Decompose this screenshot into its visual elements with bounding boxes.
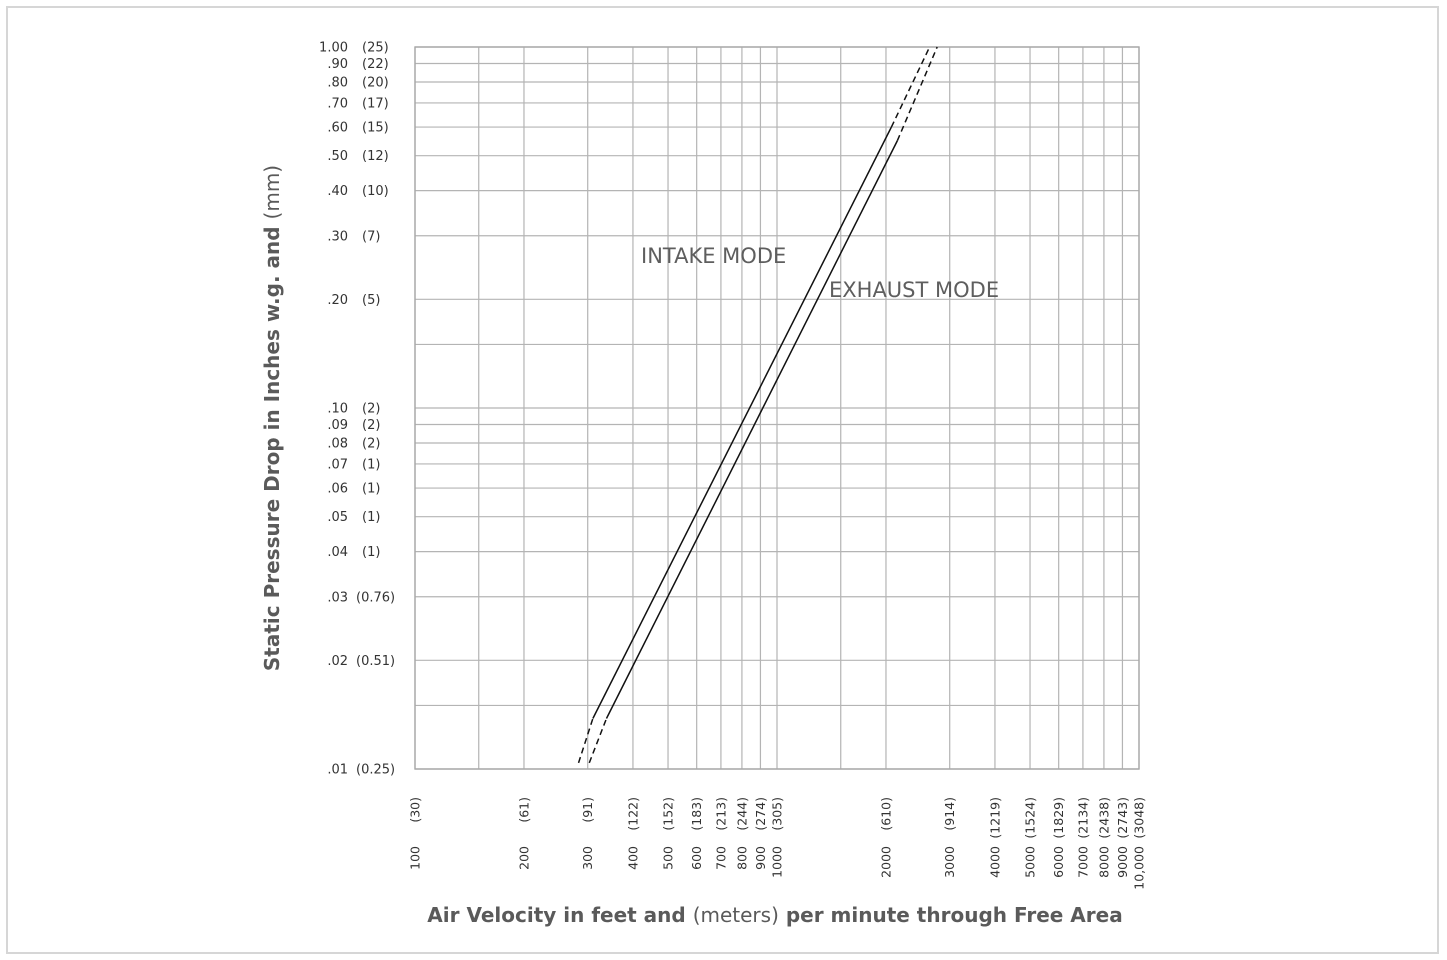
x-tick-metric-label: (244): [734, 797, 749, 831]
y-tick-label: .40: [327, 184, 348, 199]
y-axis-title-part1: Static Pressure Drop in Inches w.g. and: [260, 219, 284, 671]
series-label-exhaust: EXHAUST MODE: [829, 278, 999, 302]
x-tick-metric-label: (610): [878, 797, 893, 831]
x-tick-label: 8000: [1096, 846, 1111, 878]
x-tick-label: 2000: [878, 846, 893, 878]
grid: [414, 46, 1140, 770]
x-tick-metric-label: (1829): [1051, 797, 1066, 839]
x-tick-metric-label: (213): [713, 797, 728, 831]
y-axis-title: Static Pressure Drop in Inches w.g. and …: [260, 165, 284, 671]
y-tick-metric-label: (0.51): [356, 654, 395, 669]
x-tick-metric-label: (122): [625, 797, 640, 831]
series-lines: [577, 46, 938, 764]
x-tick-metric-label: (183): [689, 797, 704, 831]
y-tick-label: .80: [327, 75, 348, 90]
x-tick-label: 5000: [1023, 846, 1038, 878]
y-tick-label: .50: [327, 149, 348, 164]
series-line-intake-dashed-low: [577, 718, 594, 764]
x-tick-label: 3000: [942, 846, 957, 878]
y-tick-label: .01: [327, 763, 348, 778]
y-tick-metric-label: (2): [362, 418, 380, 433]
y-tick-label: .05: [327, 510, 348, 525]
y-tick-label: .30: [327, 229, 348, 244]
y-tick-label: 1.00: [319, 41, 348, 56]
y-tick-metric-label: (1): [362, 482, 380, 497]
chart-frame: [6, 6, 1439, 954]
x-tick-label: 900: [753, 846, 768, 870]
y-tick-metric-label: (17): [362, 96, 389, 111]
x-tick-metric-label: (61): [516, 797, 531, 823]
y-tick-label: .20: [327, 293, 348, 308]
y-tick-metric-label: (1): [362, 457, 380, 472]
x-tick-label: 4000: [987, 846, 1002, 878]
x-tick-metric-label: (2134): [1075, 797, 1090, 839]
x-tick-metric-label: (305): [770, 797, 785, 831]
x-tick-metric-label: (1219): [987, 797, 1002, 839]
series-line-exhaust-dashed-high: [896, 46, 938, 142]
x-tick-metric-label: (30): [408, 797, 423, 823]
x-tick-label: 10,000: [1132, 846, 1147, 890]
y-tick-metric-label: (12): [362, 149, 389, 164]
y-axis-title-part2: (mm): [260, 165, 284, 220]
y-tick-label: .06: [327, 482, 348, 497]
y-tick-metric-label: (2): [362, 436, 380, 451]
y-tick-metric-label: (20): [362, 75, 389, 90]
x-tick-label: 700: [713, 846, 728, 870]
y-tick-metric-label: (2): [362, 402, 380, 417]
x-axis-title-part3: per minute through Free Area: [779, 903, 1123, 927]
y-tick-metric-label: (0.25): [356, 763, 395, 778]
x-tick-label: 1000: [770, 846, 785, 878]
series-label-intake: INTAKE MODE: [641, 244, 786, 268]
y-tick-metric-label: (1): [362, 545, 380, 560]
y-tick-metric-label: (22): [362, 57, 389, 72]
y-tick-label: .10: [327, 402, 348, 417]
x-tick-label: 6000: [1051, 846, 1066, 878]
y-tick-labels: 1.00 (25) .90 (22) .80 (20) .70 (17) .60 (15) .50 (…: [319, 41, 395, 778]
x-axis-title: Air Velocity in feet and (meters) per mi…: [427, 903, 1122, 927]
x-axis-title-part2: (meters): [693, 903, 779, 927]
x-tick-label: 300: [580, 846, 595, 870]
x-tick-metric-label: (91): [580, 797, 595, 823]
x-tick-metric-label: (3048): [1132, 797, 1147, 839]
y-tick-label: .09: [327, 418, 348, 433]
x-tick-label: 400: [625, 846, 640, 870]
x-tick-label: 9000: [1115, 846, 1130, 878]
x-tick-labels: (30) 100 (61) 200 (91) 300 (122) 400 (152) 500 (18…: [408, 797, 1147, 890]
y-tick-label: .90: [327, 57, 348, 72]
x-tick-metric-label: (1524): [1023, 797, 1038, 839]
x-tick-label: 800: [734, 846, 749, 870]
series-line-exhaust-dashed-low: [588, 718, 608, 764]
x-tick-metric-label: (914): [942, 797, 957, 831]
x-tick-metric-label: (274): [753, 797, 768, 831]
y-tick-metric-label: (0.76): [356, 590, 395, 605]
plot-border: [414, 46, 1140, 770]
y-tick-label: .04: [327, 545, 348, 560]
series-line-intake-solid: [592, 126, 893, 719]
x-tick-metric-label: (2438): [1096, 797, 1111, 839]
y-tick-label: .02: [327, 654, 348, 669]
x-tick-label: 7000: [1075, 846, 1090, 878]
x-tick-metric-label: (152): [661, 797, 676, 831]
y-tick-metric-label: (25): [362, 41, 389, 56]
series-line-intake-dashed-high: [890, 46, 931, 128]
x-tick-metric-label: (2743): [1115, 797, 1130, 839]
y-tick-metric-label: (15): [362, 121, 389, 136]
x-tick-label: 200: [516, 846, 531, 870]
y-tick-metric-label: (7): [362, 229, 380, 244]
x-tick-label: 500: [661, 846, 676, 870]
x-axis-title-part1: Air Velocity in feet and: [427, 903, 692, 927]
y-tick-metric-label: (1): [362, 510, 380, 525]
x-tick-label: 100: [408, 846, 423, 870]
y-tick-label: .70: [327, 96, 348, 111]
y-tick-label: .03: [327, 590, 348, 605]
y-tick-metric-label: (10): [362, 184, 389, 199]
y-tick-label: .07: [327, 457, 348, 472]
x-tick-label: 600: [689, 846, 704, 870]
y-tick-label: .08: [327, 436, 348, 451]
series-line-exhaust-solid: [605, 140, 899, 719]
y-tick-label: .60: [327, 121, 348, 136]
y-tick-metric-label: (5): [362, 293, 380, 308]
